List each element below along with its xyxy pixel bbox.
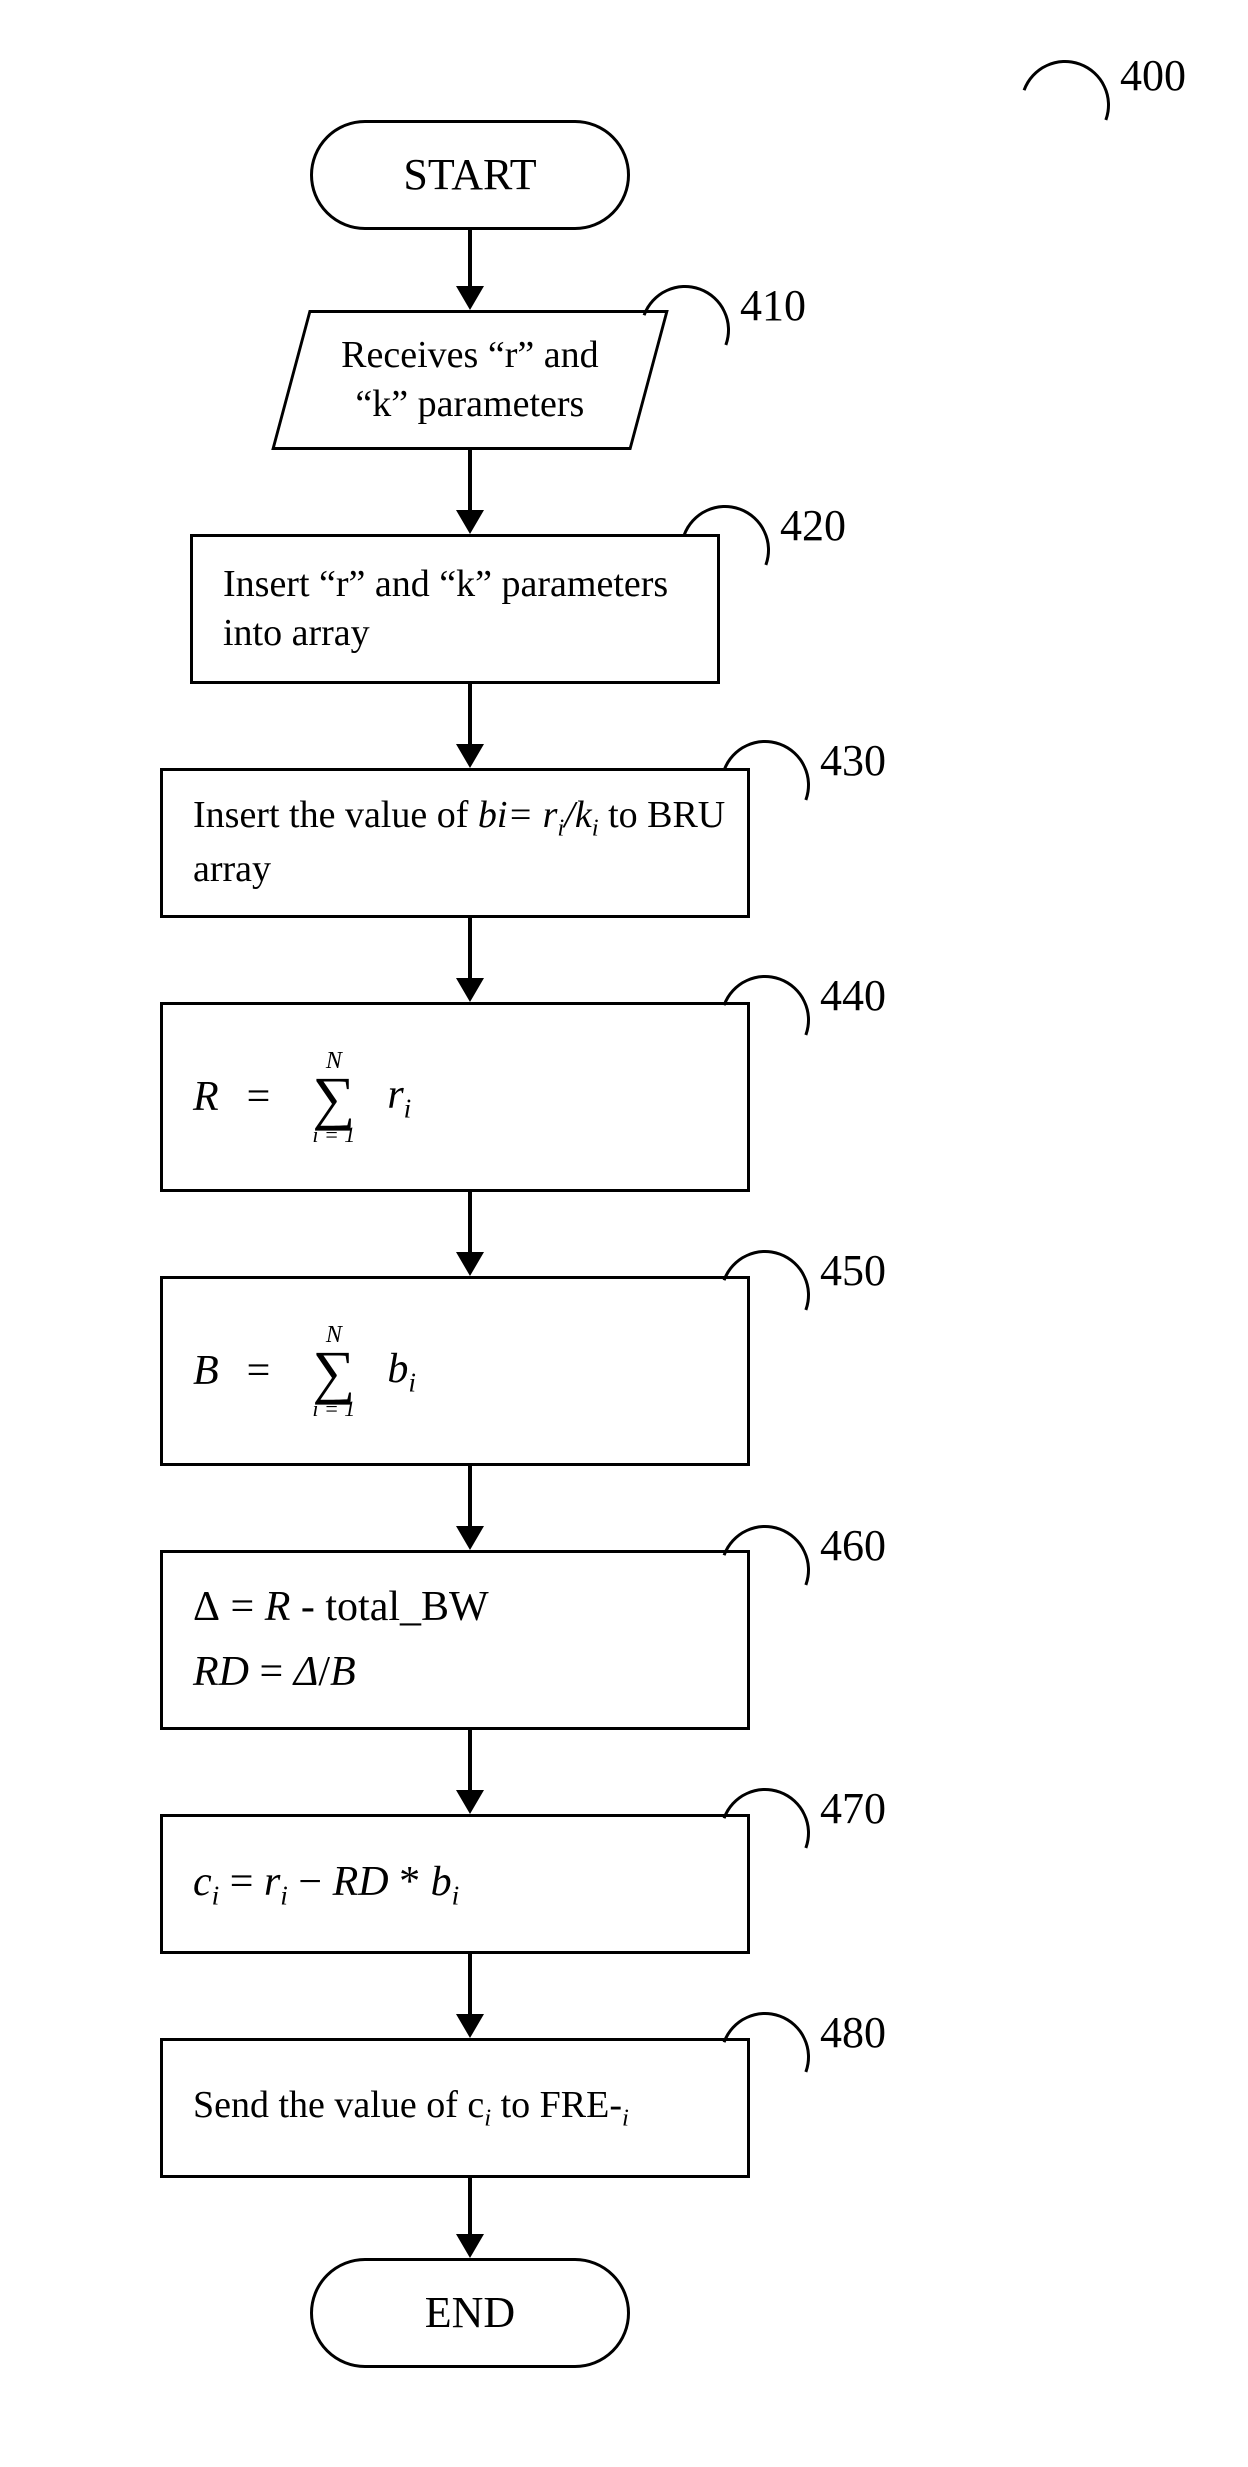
node-480-content: Send the value of ci to FRE-i: [193, 2081, 629, 2135]
arrow-420-430: [468, 684, 472, 744]
node-450-eq: B = N ∑ i = 1 bi: [193, 1323, 416, 1420]
node-480-prefix: Send the value of: [193, 2084, 467, 2126]
node-430-prefix: Insert the value of: [193, 794, 478, 836]
node-450: B = N ∑ i = 1 bi: [160, 1276, 750, 1466]
node-460-line2: RD = Δ/B: [193, 1645, 356, 1700]
arrow-440-450: [468, 1192, 472, 1252]
arrowhead-start-410: [456, 286, 484, 310]
arrow-430-440: [468, 918, 472, 978]
figure-number-label: 400: [1120, 50, 1186, 101]
arrow-460-470: [468, 1730, 472, 1790]
node-460-line1: Δ = R - total_BW: [193, 1580, 489, 1635]
ref-label-460: 460: [820, 1520, 886, 1571]
arrowhead-430-440: [456, 978, 484, 1002]
flowchart-canvas: 400 START Receives “r” and “k” parameter…: [0, 0, 1248, 2467]
arrowhead-470-480: [456, 2014, 484, 2038]
ref-label-440: 440: [820, 970, 886, 1021]
start-terminator: START: [310, 120, 630, 230]
node-430: Insert the value of bi= ri/ki to BRU arr…: [160, 768, 750, 918]
node-480: Send the value of ci to FRE-i: [160, 2038, 750, 2178]
arrowhead-460-470: [456, 1790, 484, 1814]
ref-label-470: 470: [820, 1783, 886, 1834]
arrow-480-end: [468, 2178, 472, 2234]
node-460: Δ = R - total_BW RD = Δ/B: [160, 1550, 750, 1730]
node-480-suffix: to FRE-: [491, 2084, 622, 2126]
arrowhead-420-430: [456, 744, 484, 768]
node-420-text: Insert “r” and “k” parameters into array: [223, 560, 697, 659]
ref-label-450: 450: [820, 1245, 886, 1296]
ref-label-420: 420: [780, 500, 846, 551]
node-430-content: Insert the value of bi= ri/ki to BRU arr…: [193, 791, 727, 894]
ref-label-410: 410: [740, 280, 806, 331]
arrowhead-410-420: [456, 510, 484, 534]
node-470: ci = ri − RD * bi: [160, 1814, 750, 1954]
sigma-440: N ∑ i = 1: [312, 1049, 355, 1146]
node-440: R = N ∑ i = 1 ri: [160, 1002, 750, 1192]
ref-label-480: 480: [820, 2007, 886, 2058]
end-terminator: END: [310, 2258, 630, 2368]
node-440-eq: R = N ∑ i = 1 ri: [193, 1049, 411, 1146]
figure-arc: [1005, 45, 1125, 165]
sigma-450: N ∑ i = 1: [312, 1323, 355, 1420]
arrow-470-480: [468, 1954, 472, 2014]
arrow-450-460: [468, 1466, 472, 1526]
ref-label-430: 430: [820, 735, 886, 786]
node-420: Insert “r” and “k” parameters into array: [190, 534, 720, 684]
start-text: START: [403, 146, 536, 203]
node-470-eq: ci = ri − RD * bi: [193, 1855, 459, 1914]
node-410: Receives “r” and “k” parameters: [271, 310, 669, 450]
node-410-text: Receives “r” and “k” parameters: [313, 331, 627, 430]
end-text: END: [425, 2284, 515, 2341]
arrowhead-480-end: [456, 2234, 484, 2258]
node-430-eq: bi= ri/ki: [478, 794, 599, 836]
arrowhead-450-460: [456, 1526, 484, 1550]
arrow-start-410: [468, 230, 472, 286]
arrowhead-440-450: [456, 1252, 484, 1276]
arrow-410-420: [468, 450, 472, 510]
